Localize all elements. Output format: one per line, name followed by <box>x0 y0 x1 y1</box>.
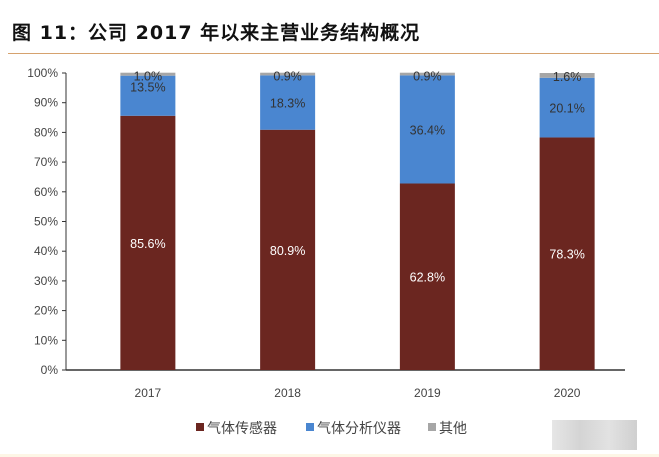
data-label: 18.3% <box>270 97 305 111</box>
data-label: 1.0% <box>134 70 163 84</box>
data-label: 1.6% <box>553 70 582 84</box>
title-divider <box>8 53 659 54</box>
data-label: 0.9% <box>273 70 302 84</box>
data-label: 13.5% <box>130 81 165 95</box>
x-tick-label: 2020 <box>554 386 581 400</box>
data-label: 0.9% <box>413 70 442 84</box>
y-tick-label: 80% <box>34 125 58 139</box>
x-tick-label: 2018 <box>274 386 301 400</box>
bar-2020-series-0 <box>539 137 595 370</box>
data-label: 36.4% <box>410 123 445 137</box>
y-tick-label: 30% <box>34 274 58 288</box>
y-tick-label: 0% <box>41 363 59 377</box>
legend-swatch-2 <box>428 423 436 431</box>
legend-label: 气体传感器 <box>207 420 277 437</box>
bar-2018-series-1 <box>260 75 316 130</box>
watermark <box>552 420 637 450</box>
data-label: 20.1% <box>549 102 584 116</box>
bar-2020-series-2 <box>539 73 595 78</box>
legend-swatch-1 <box>306 423 314 431</box>
y-tick-label: 100% <box>27 66 58 80</box>
x-tick-label: 2017 <box>135 386 162 400</box>
data-label: 62.8% <box>410 271 445 285</box>
y-tick-label: 50% <box>34 215 58 229</box>
x-tick-label: 2019 <box>414 386 441 400</box>
bar-2020-series-1 <box>539 77 595 138</box>
bar-2019-series-1 <box>399 75 455 184</box>
legend-label: 其他 <box>439 421 467 437</box>
legend-label: 气体分析仪器 <box>317 421 401 437</box>
bar-2017-series-1 <box>120 75 176 116</box>
bar-2019-series-0 <box>399 183 455 370</box>
y-tick-label: 90% <box>34 96 58 110</box>
y-tick-label: 10% <box>34 333 58 347</box>
bar-2018-series-0 <box>260 129 316 370</box>
bar-2018-series-2 <box>260 72 316 76</box>
y-tick-label: 70% <box>34 155 58 169</box>
bar-2019-series-2 <box>399 72 455 76</box>
bar-2017-series-2 <box>120 72 176 76</box>
y-tick-label: 40% <box>34 244 58 258</box>
data-label: 80.9% <box>270 244 305 258</box>
y-tick-label: 60% <box>34 185 58 199</box>
data-label: 85.6% <box>130 237 165 251</box>
bottom-strip <box>0 454 659 457</box>
data-label: 78.3% <box>549 248 584 262</box>
y-tick-label: 20% <box>34 304 58 318</box>
bar-2017-series-0 <box>120 115 176 370</box>
chart-title: 图 11：公司 2017 年以来主营业务结构概况 <box>12 22 421 44</box>
legend-swatch-0 <box>196 423 204 431</box>
